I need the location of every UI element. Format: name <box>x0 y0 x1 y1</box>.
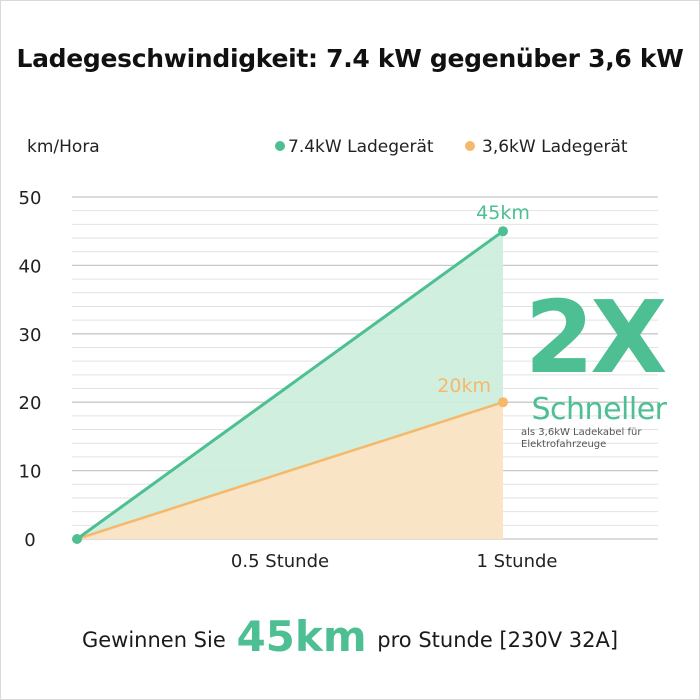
legend-label-fast: 7.4kW Ladegerät <box>288 137 434 157</box>
y-tick-label: 30 <box>19 325 42 346</box>
legend-marker-slow <box>465 141 475 151</box>
footer-value: 45km <box>236 612 367 661</box>
data-label-slow: 20km <box>437 375 491 397</box>
y-axis-label: km/Hora <box>27 137 100 157</box>
y-tick-label: 10 <box>19 462 42 483</box>
x-tick-label: 1 Stunde <box>477 551 558 572</box>
series-line-slow <box>76 401 504 541</box>
annotation-2x: 2X <box>525 279 667 396</box>
y-tick-label: 50 <box>19 188 42 209</box>
x-tick-label: 0.5 Stunde <box>231 551 329 572</box>
y-tick-label: 0 <box>24 530 35 551</box>
data-point-fast-end <box>498 226 508 237</box>
y-tick-label: 20 <box>19 393 42 414</box>
data-label-fast: 45km <box>476 202 530 224</box>
legend-label-slow: 3,6kW Ladegerät <box>482 137 628 157</box>
footer-text: Gewinnen Sie 45km pro Stunde [230V 32A] <box>0 612 700 661</box>
legend-marker-fast <box>275 141 285 151</box>
annotation-sub-2: Elektrofahrzeuge <box>521 439 606 450</box>
y-tick-label: 40 <box>19 256 42 277</box>
annotation-schneller: Schneller <box>532 392 668 427</box>
footer-post: pro Stunde [230V 32A] <box>377 628 619 652</box>
chart-title: Ladegeschwindigkeit: 7.4 kW gegenüber 3,… <box>16 44 684 73</box>
series-line-fast <box>76 229 504 541</box>
footer-pre: Gewinnen Sie <box>81 628 226 652</box>
data-point-origin <box>72 534 82 544</box>
data-point-slow-end <box>498 397 508 408</box>
annotation-sub-1: als 3,6kW Ladekabel für <box>521 427 642 438</box>
